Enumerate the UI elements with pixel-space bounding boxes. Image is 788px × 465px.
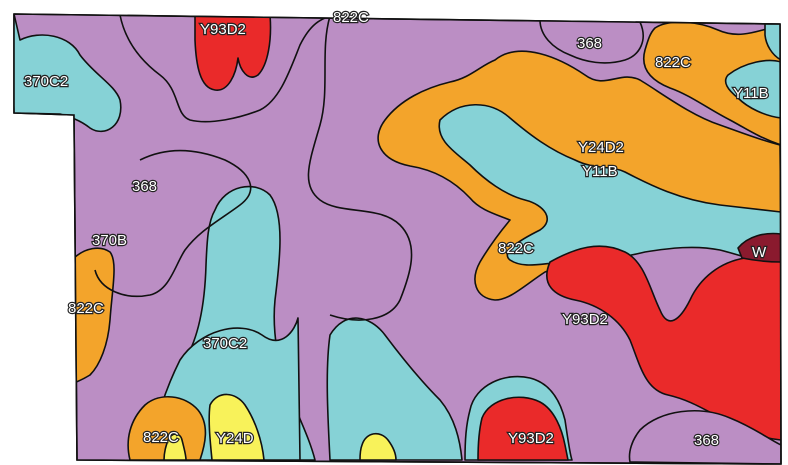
boundary-line-left xyxy=(94,149,252,297)
soil-unit-y93d2-mid xyxy=(546,245,781,441)
boundary-line-middle xyxy=(307,15,413,321)
soil-unit-y11b-top-right xyxy=(724,59,781,119)
label-y11b-right: Y11B xyxy=(733,85,769,102)
soil-unit-y93d2-bottom xyxy=(477,396,569,461)
soil-unit-w xyxy=(737,232,781,263)
label-822c-right: 822C xyxy=(655,54,691,71)
label-y11b-mid: Y11B xyxy=(582,163,618,180)
label-368-top: 368 xyxy=(577,35,602,52)
label-w-right: W xyxy=(752,244,767,261)
label-822c-left: 822C xyxy=(68,300,104,317)
soil-unit-yellow-lower-center xyxy=(359,432,397,461)
boundary-line-upper xyxy=(119,14,336,123)
label-822c-top: 822C xyxy=(333,9,369,26)
soil-unit-y93d2-top xyxy=(194,14,272,91)
soil-unit-yellow-small xyxy=(163,433,187,461)
label-370c2-low: 370C2 xyxy=(203,335,247,352)
soil-unit-cyan-lower-center xyxy=(326,317,463,461)
soil-unit-368-top xyxy=(539,19,644,64)
soil-unit-370c2-top-left xyxy=(14,14,122,133)
soil-unit-y24d-bottom xyxy=(208,393,265,461)
label-822c-mid: 822C xyxy=(498,240,534,257)
label-370c2-left: 370C2 xyxy=(24,73,68,90)
soil-unit-822c-top-right xyxy=(643,21,781,146)
soil-unit-822c-bottom xyxy=(127,395,207,461)
label-y93d2-mid: Y93D2 xyxy=(562,311,608,328)
label-370b-left: 370B xyxy=(92,232,127,249)
soil-unit-368-bottom-right xyxy=(628,410,781,464)
label-y24d-bottom: Y24D xyxy=(216,430,254,447)
label-y93d2-top: Y93D2 xyxy=(200,21,246,38)
label-368-bottom: 368 xyxy=(694,432,719,449)
soil-unit-822c-left xyxy=(73,247,115,384)
label-y93d2-bottom: Y93D2 xyxy=(508,430,554,447)
label-368-left: 368 xyxy=(132,178,157,195)
label-y24d2-mid: Y24D2 xyxy=(578,139,624,156)
label-822c-bottom: 822C xyxy=(143,429,179,446)
soil-unit-y11b-center xyxy=(438,103,781,269)
map-border xyxy=(13,13,782,465)
